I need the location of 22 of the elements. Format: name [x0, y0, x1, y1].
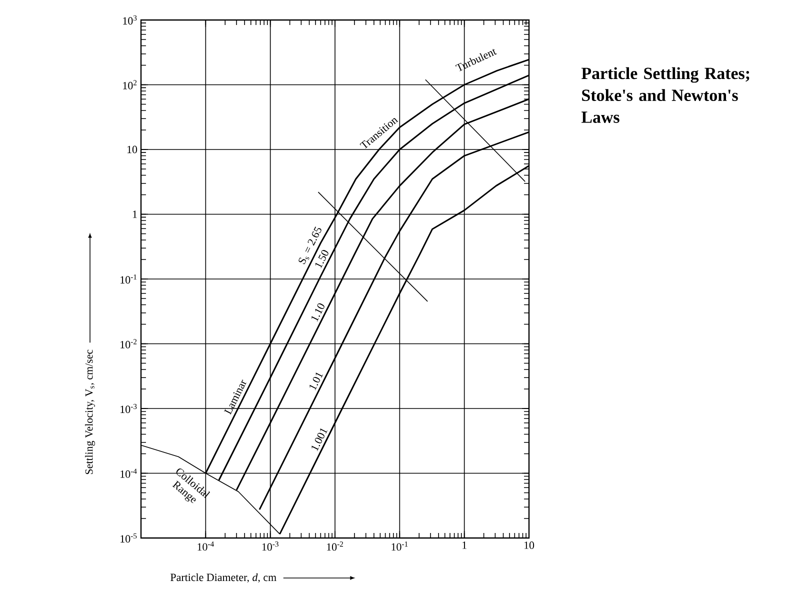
x-axis-title: Particle Diameter, d, cm: [170, 573, 276, 583]
text: 1.10: [312, 303, 324, 322]
x-tick-label: 10: [524, 542, 534, 549]
y-axis-title: Settling Velocity, V$_{s}$, cm/sec: [85, 350, 95, 474]
y-tick-label: 10$^{-3}$: [120, 404, 137, 414]
y-tick-label: 10: [127, 146, 138, 154]
y-tick-label: 10$^{2}$: [123, 80, 137, 90]
y-tick-label: 10$^{3}$: [123, 15, 137, 25]
y-tick-label: 10$^{-2}$: [120, 339, 137, 348]
text: 1.01: [310, 372, 324, 390]
y-tick-label: 10$^{-1}$: [120, 274, 137, 284]
text: Particle Settling Rates; Stoke's and Newton's Laws: [582, 67, 750, 123]
y-tick-label: 10$^{-5}$: [120, 533, 137, 543]
x-tick-label: 10$^{-1}$: [392, 542, 408, 551]
y-tick-label: 1: [132, 210, 137, 218]
x-tick-label: 10$^{-3}$: [262, 542, 278, 551]
text: 1.50: [315, 250, 328, 268]
x-tick-label: 10$^{-2}$: [327, 542, 343, 551]
x-tick-label: 1: [462, 542, 466, 549]
x-tick-label: 10$^{-4}$: [198, 542, 214, 551]
y-tick-label: 10$^{-4}$: [120, 468, 137, 478]
text: 1.001: [312, 428, 328, 452]
